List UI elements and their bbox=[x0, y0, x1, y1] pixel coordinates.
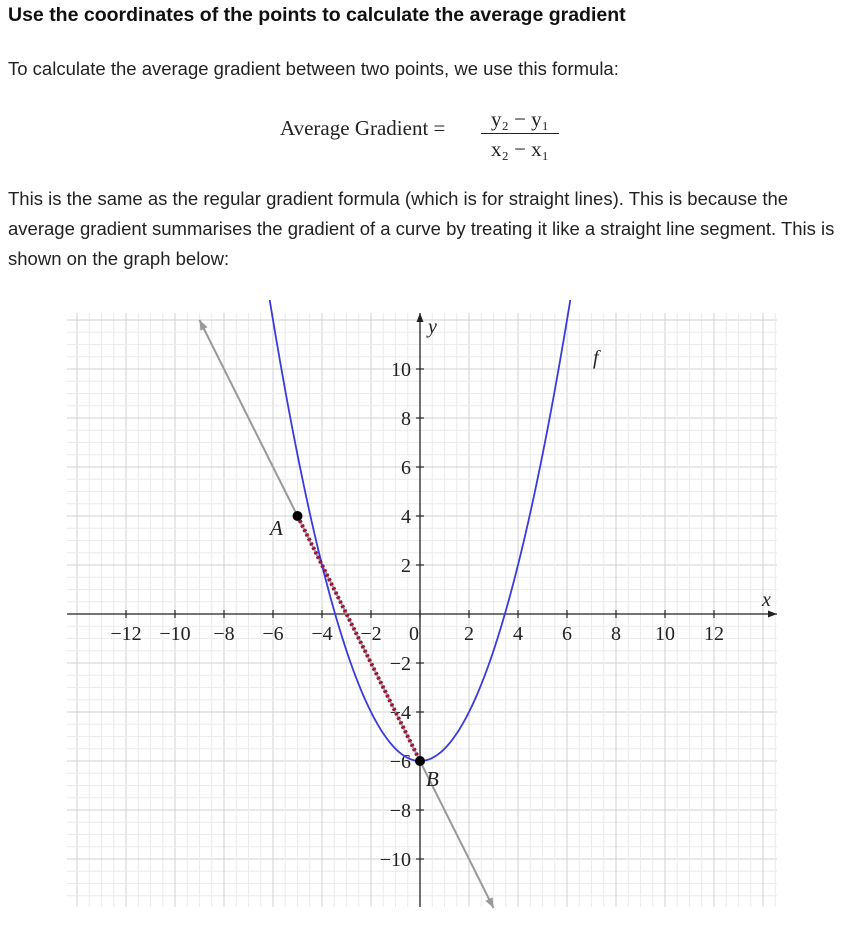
grid bbox=[67, 313, 777, 907]
formula-lhs: Average Gradient = bbox=[280, 116, 445, 141]
intro-text: To calculate the average gradient betwee… bbox=[8, 58, 619, 79]
y-tick-label: −6 bbox=[390, 751, 411, 773]
y-tick-label: 10 bbox=[391, 359, 411, 381]
x-tick-label: 0 bbox=[409, 623, 419, 645]
function-graph: xy −12 −10 −8 −6 −4 −2 0 2 4 6 8 10 12108642−2−4−6−8… bbox=[67, 300, 777, 909]
secant-arrow-end bbox=[485, 897, 494, 908]
y-tick-label: 6 bbox=[401, 457, 411, 479]
secant-line bbox=[198, 319, 495, 909]
x-axis-arrowhead bbox=[768, 610, 777, 618]
x-tick-label: −12 bbox=[110, 623, 141, 645]
average-gradient-segment bbox=[295, 515, 422, 762]
y-tick-label: 2 bbox=[401, 555, 411, 577]
tick-labels: −12 −10 −8 −6 −4 −2 0 2 4 6 8 10 12 10 8 6 4 2 −2 −4 −6 −8 −10 bbox=[110, 359, 724, 871]
x-tick-label: −6 bbox=[262, 623, 283, 645]
y-tick-label: −2 bbox=[390, 653, 411, 675]
x-tick-label: −2 bbox=[360, 623, 381, 645]
x-tick-label: −4 bbox=[311, 623, 332, 645]
y-axis-arrowhead bbox=[416, 313, 424, 322]
point-a bbox=[292, 511, 303, 521]
point-a-label: A bbox=[268, 516, 283, 540]
x-tick-label: 6 bbox=[562, 623, 572, 645]
y-tick-label: 4 bbox=[401, 506, 411, 528]
x-axis-label: x bbox=[761, 589, 771, 611]
curve-label: f bbox=[593, 347, 601, 369]
plot: f A B bbox=[198, 300, 601, 909]
page-heading: Use the coordinates of the points to cal… bbox=[8, 4, 626, 26]
y-tick-label: −4 bbox=[390, 702, 411, 724]
x-tick-label: 8 bbox=[611, 623, 621, 645]
axes: xy bbox=[67, 313, 777, 907]
x-tick-label: −8 bbox=[213, 623, 234, 645]
x-tick-label: 10 bbox=[655, 623, 675, 645]
fraction-bar bbox=[481, 133, 559, 135]
explanation-paragraph: This is the same as the regular gradient… bbox=[8, 188, 835, 269]
y-tick-label: −10 bbox=[380, 849, 411, 871]
formula-equals: = bbox=[433, 116, 446, 140]
formula-denominator: x₂ − x₁ bbox=[491, 137, 549, 162]
x-tick-label: −10 bbox=[159, 623, 190, 645]
point-b bbox=[415, 756, 425, 766]
point-b-label: B bbox=[426, 767, 439, 791]
formula-numerator: y₂ − y₁ bbox=[491, 107, 549, 131]
y-tick-label: −8 bbox=[390, 800, 411, 822]
x-tick-label: 2 bbox=[464, 623, 474, 645]
y-axis-label: y bbox=[426, 316, 437, 338]
formula-lhs-text: Average Gradient bbox=[280, 116, 429, 140]
formula-fraction: y₂ − y₁ x₂ − x₁ bbox=[479, 106, 561, 162]
x-tick-label: 4 bbox=[513, 623, 523, 645]
x-tick-label: 12 bbox=[704, 623, 724, 645]
y-tick-label: 8 bbox=[401, 408, 411, 430]
secant-arrow-start bbox=[199, 320, 208, 331]
